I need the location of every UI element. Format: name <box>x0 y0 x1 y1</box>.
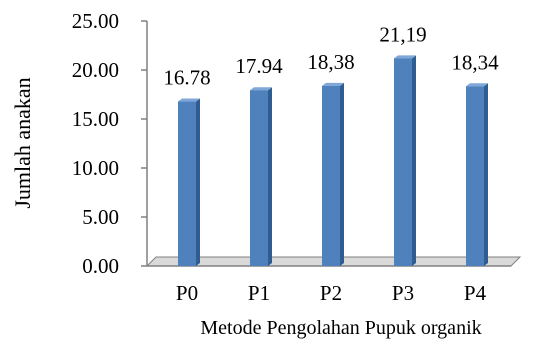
bar-side <box>484 83 488 266</box>
data-label: 18,34 <box>451 50 499 74</box>
bar-front <box>394 58 412 267</box>
bar-top <box>394 55 416 59</box>
bar-P0 <box>178 98 200 266</box>
y-tick-label: 15.00 <box>72 107 119 131</box>
bar-top <box>250 87 272 91</box>
y-tick-label: 10.00 <box>72 156 119 180</box>
x-tick-label: P0 <box>176 281 198 305</box>
bar-P2 <box>322 82 344 266</box>
bar-side <box>340 82 344 266</box>
bar-P3 <box>394 55 416 267</box>
y-tick-label: 5.00 <box>82 205 119 229</box>
bar-front <box>250 90 268 266</box>
x-tick-label: P1 <box>248 281 270 305</box>
data-label: 21,19 <box>379 22 426 46</box>
data-label: 18,38 <box>307 50 354 74</box>
y-axis-title: Jumlah anakan <box>10 77 35 208</box>
y-tick-label: 25.00 <box>72 9 119 33</box>
y-tick-label: 20.00 <box>72 58 119 82</box>
x-axis-title: Metode Pengolahan Pupuk organik <box>200 317 481 339</box>
bar-top <box>466 83 488 87</box>
bar-front <box>466 86 484 266</box>
bar-top <box>178 98 200 102</box>
y-tick-label: 0.00 <box>82 254 119 278</box>
bars <box>178 55 488 267</box>
y-tick-labels: 0.00 5.00 10.00 15.00 20.00 25.00 <box>72 9 119 278</box>
bar-side <box>196 98 200 266</box>
bar-P1 <box>250 87 272 266</box>
bar-front <box>178 101 196 266</box>
data-label: 16.78 <box>163 66 210 90</box>
x-tick-label: P3 <box>392 281 414 305</box>
data-labels: 16.78 17.94 18,38 21,19 18,34 <box>163 22 499 89</box>
x-tick-label: P4 <box>464 281 487 305</box>
x-tick-labels: P0 P1 P2 P3 P4 <box>176 281 487 305</box>
bar-P4 <box>466 83 488 266</box>
data-label: 17.94 <box>235 54 283 78</box>
bar-side <box>412 55 416 267</box>
bar-top <box>322 82 344 86</box>
bar-front <box>322 85 340 266</box>
x-tick-label: P2 <box>320 281 342 305</box>
bar-side <box>268 87 272 266</box>
